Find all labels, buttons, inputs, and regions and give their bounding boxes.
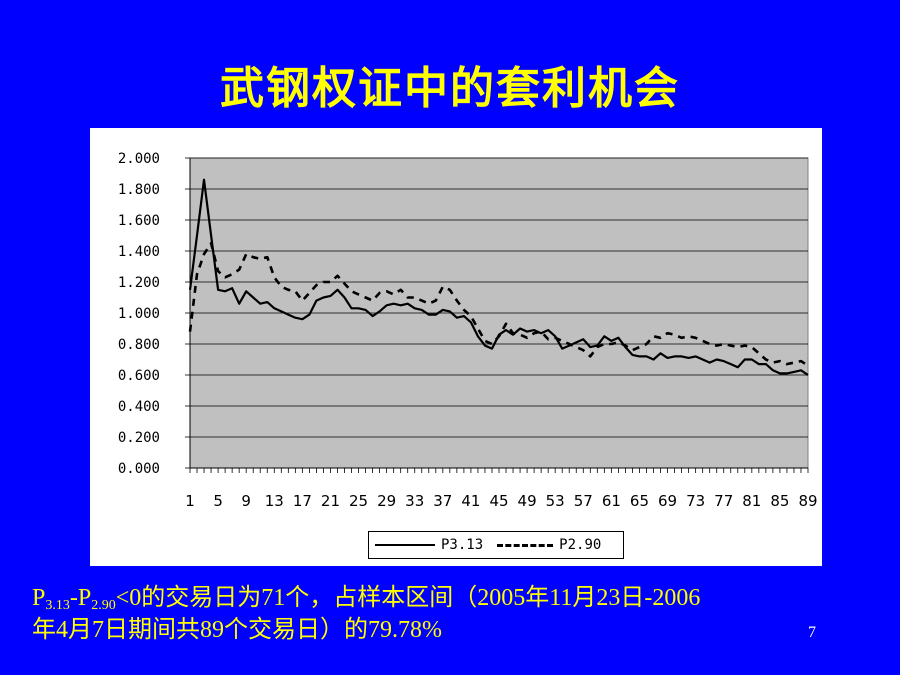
x-tick-label: 77 [714, 492, 733, 510]
y-tick-label: 0.600 [118, 368, 160, 384]
x-tick-label: 53 [546, 492, 565, 510]
slide-title: 武钢权证中的套利机会 [220, 63, 680, 114]
x-tick-label: 1 [185, 492, 195, 510]
caption-sub1: 3.13 [45, 598, 70, 613]
x-tick-label: 25 [349, 492, 368, 510]
x-tick-label: 49 [518, 492, 537, 510]
x-tick-label: 65 [630, 492, 649, 510]
x-tick-label: 41 [461, 492, 480, 510]
series-line-p290 [188, 242, 809, 367]
caption-dash: -P [69, 585, 92, 611]
chart-frame: 0.000 0.200 0.400 0.600 0.800 1.000 1.200 1.400… [90, 128, 822, 566]
x-tick-label: 17 [293, 492, 312, 510]
series-layer [188, 178, 809, 376]
x-tick-label: 13 [265, 492, 284, 510]
y-tick-label: 1.600 [118, 213, 160, 229]
x-tick-label: 5 [213, 492, 223, 510]
legend-label-p313: P3.13 [441, 537, 484, 553]
legend-swatch-solid [375, 544, 435, 546]
y-tick-label: 0.000 [118, 461, 160, 477]
line-chart: 0.000 0.200 0.400 0.600 0.800 1.000 1.200 1.400… [118, 151, 818, 510]
y-tick-label: 1.200 [118, 275, 160, 291]
legend-label-p290: P2.90 [559, 537, 602, 553]
x-tick-label: 81 [742, 492, 761, 510]
x-tick-label: 9 [241, 492, 251, 510]
axes [185, 157, 809, 473]
caption-line2: 年4月7日期间共89个交易日）的79.78% [32, 617, 442, 643]
legend-swatch-dashed [497, 543, 554, 547]
x-tick-labels: 1 5 9 13 17 21 25 29 33 37 41 45 49 53 57 61 65 69 73 77 81 8… [185, 492, 817, 510]
caption-rest-line1: <0的交易日为71个，占样本区间（2005年11月23日-2006 [115, 585, 701, 611]
caption-text: P3.13-P2.90<0的交易日为71个，占样本区间（2005年11月23日-… [32, 582, 892, 646]
x-tick-label: 33 [405, 492, 424, 510]
x-tick-label: 29 [377, 492, 396, 510]
x-tick-label: 37 [433, 492, 452, 510]
y-tick-label: 0.800 [118, 337, 160, 353]
slide-number: 7 [808, 624, 816, 641]
caption-sub2: 2.90 [91, 598, 116, 613]
x-tick-label: 57 [574, 492, 593, 510]
y-tick-label: 1.000 [118, 306, 160, 322]
x-tick-label: 45 [489, 492, 508, 510]
x-tick-label: 89 [798, 492, 817, 510]
x-tick-label: 21 [321, 492, 340, 510]
y-tick-label: 1.800 [118, 182, 160, 198]
y-tick-label: 0.400 [118, 399, 160, 415]
x-tick-label: 61 [602, 492, 621, 510]
chart-legend: P3.13 P2.90 [368, 531, 624, 559]
y-tick-label: 0.200 [118, 430, 160, 446]
x-tick-label: 85 [770, 492, 789, 510]
y-tick-label: 1.400 [118, 244, 160, 260]
caption-p1: P [32, 585, 46, 611]
y-tick-label: 2.000 [118, 151, 160, 167]
x-tick-label: 69 [658, 492, 677, 510]
x-tick-label: 73 [686, 492, 705, 510]
y-tick-labels: 0.000 0.200 0.400 0.600 0.800 1.000 1.200 1.400… [118, 151, 160, 477]
